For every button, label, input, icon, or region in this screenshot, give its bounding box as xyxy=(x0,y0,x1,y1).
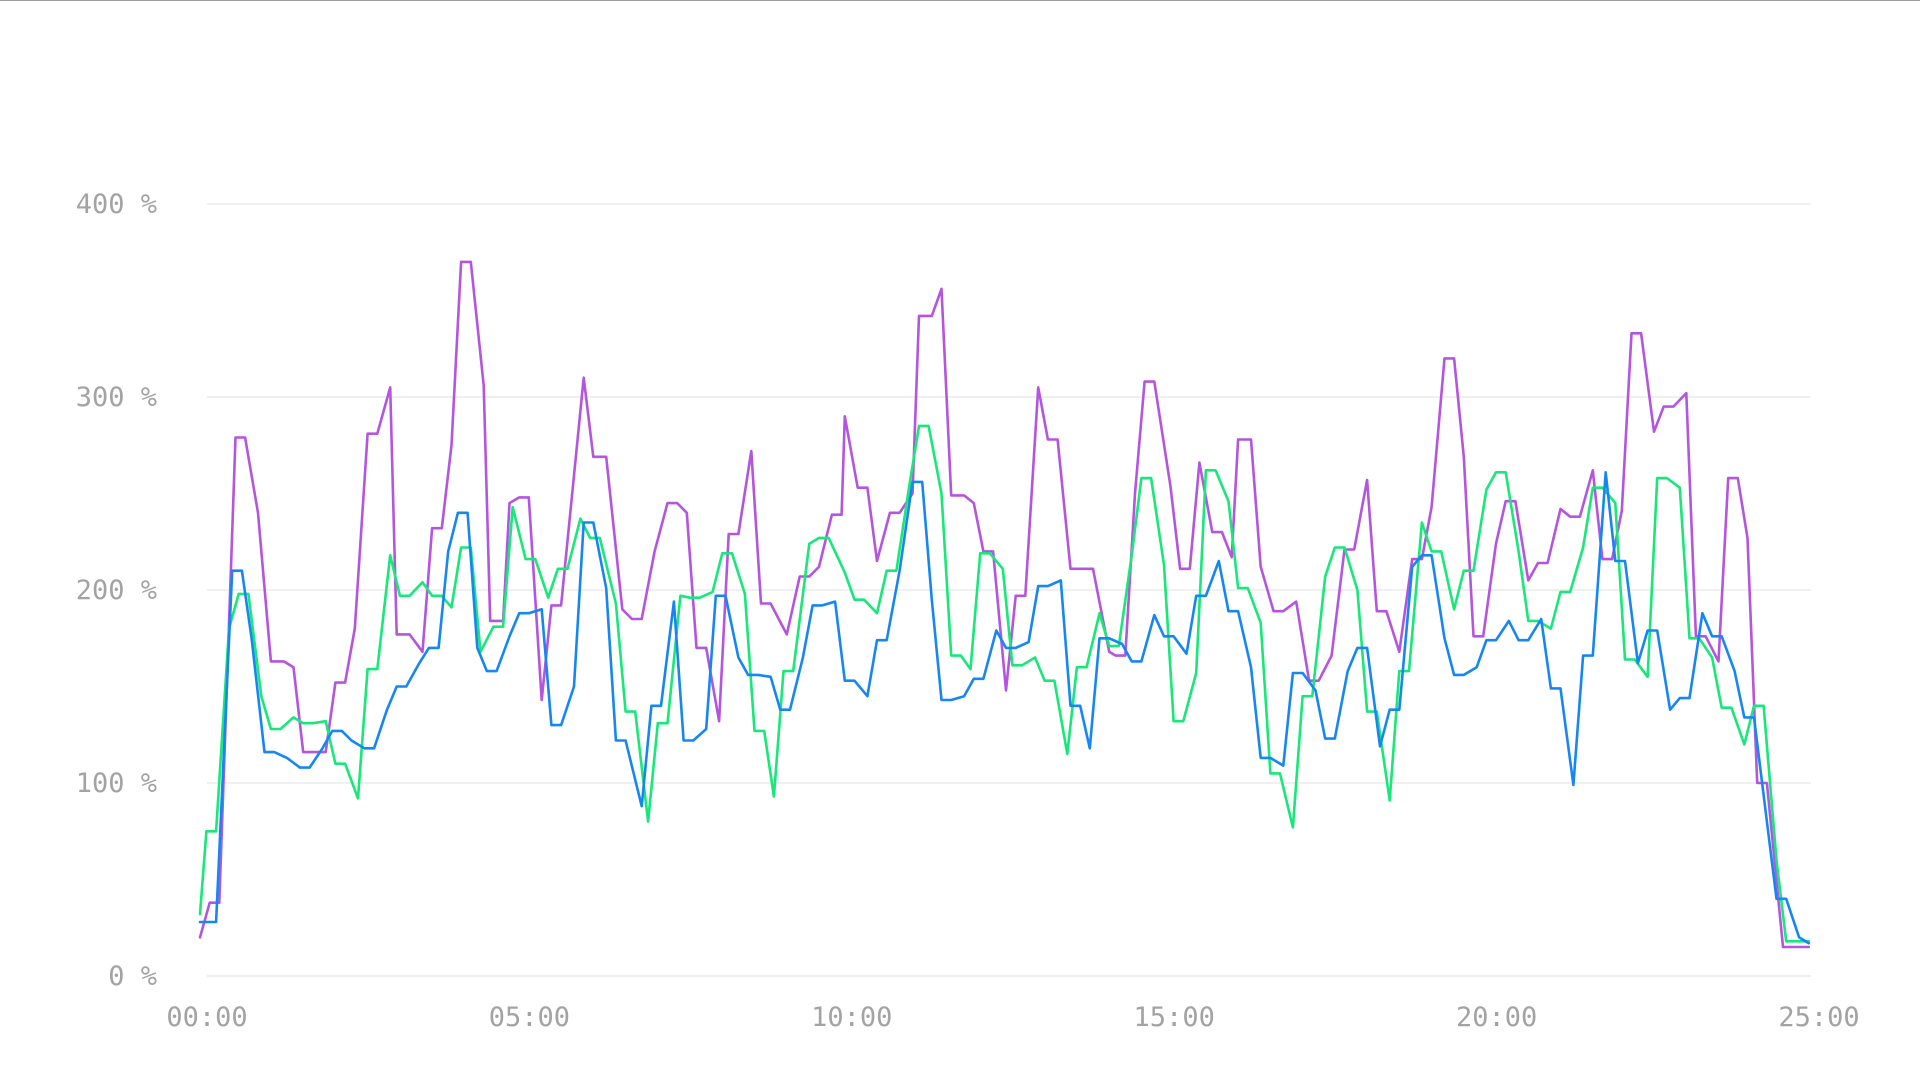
y-tick-label: 200 % xyxy=(76,575,157,606)
series-line-1 xyxy=(198,260,1811,949)
x-tick-label: 15:00 xyxy=(1134,1002,1215,1033)
y-axis-ticks: 0 % 100 % 200 % 300 % 400 % xyxy=(76,189,157,992)
x-tick-label: 10:00 xyxy=(811,1002,892,1033)
x-tick-label: 25:00 xyxy=(1778,1002,1859,1033)
series-line-2 xyxy=(198,424,1811,943)
y-tick-label: 400 % xyxy=(76,189,157,220)
y-tick-label: 300 % xyxy=(76,382,157,413)
x-axis-ticks: 00:00 05:00 10:00 15:00 20:00 25:00 xyxy=(166,1002,1859,1033)
x-tick-label: 20:00 xyxy=(1456,1002,1537,1033)
y-tick-label: 0 % xyxy=(108,961,157,992)
x-tick-label: 00:00 xyxy=(166,1002,247,1033)
x-tick-label: 05:00 xyxy=(489,1002,570,1033)
series-line-3 xyxy=(198,470,1811,945)
series-lines xyxy=(198,260,1811,949)
y-tick-label: 100 % xyxy=(76,768,157,799)
